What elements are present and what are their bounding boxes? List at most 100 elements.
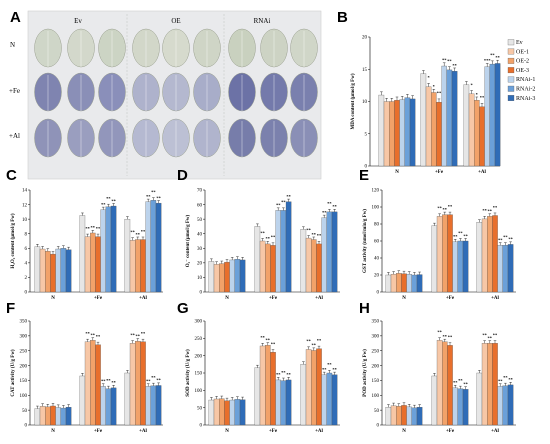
y-tick-label: 150: [372, 379, 380, 384]
y-tick-label: 14: [22, 189, 28, 194]
y-tick-label: 300: [195, 320, 203, 325]
legend-swatch: [507, 67, 515, 74]
legend-swatch: [507, 95, 515, 101]
bar: [431, 225, 438, 293]
legend-entry: RNAi-1: [516, 77, 535, 83]
bar: [110, 205, 117, 293]
legend-entry: RNAi-2: [516, 87, 535, 93]
chart-f: 0 50 100 150 200 250 300 350 CAT activity (U/g F…: [11, 320, 163, 434]
bar: [280, 210, 287, 293]
bar: [275, 379, 281, 426]
y-tick-label: 60: [197, 203, 203, 208]
significance-label: **: [458, 378, 463, 383]
y-axis-label: SOD activity (U/g Fw): [186, 349, 191, 397]
bar: [326, 211, 333, 293]
bar: [275, 210, 281, 293]
significance-label: **: [130, 230, 135, 235]
bar: [55, 248, 61, 293]
bar: [150, 200, 157, 293]
significance-label: **: [437, 330, 442, 335]
y-tick-label: 40: [374, 257, 380, 262]
y-tick-label: 15: [362, 68, 368, 73]
chart-h: 0 50 100 150 200 250 300 350 POD activity (U/g F…: [363, 320, 516, 434]
bar: [60, 407, 67, 426]
significance-label: **: [260, 230, 265, 235]
significance-label: **: [480, 95, 485, 100]
bar: [390, 273, 397, 293]
bar: [254, 226, 261, 293]
x-tick-label: +Al: [315, 296, 323, 301]
significance-label: *: [433, 84, 436, 89]
bar: [507, 384, 514, 426]
bar: [331, 374, 338, 426]
bar: [135, 239, 141, 293]
bar: [155, 202, 162, 293]
bar: [436, 216, 443, 293]
panel-label-b: B: [337, 9, 348, 26]
bar: [326, 372, 333, 426]
bar: [239, 399, 246, 426]
significance-label: **: [91, 333, 96, 338]
bar: [110, 387, 117, 426]
bar: [239, 259, 246, 293]
bar: [150, 385, 157, 426]
significance-label: *: [427, 75, 430, 80]
chart-e: 0 20 40 60 80 100 120 GST activity (nmol/min/g …: [363, 189, 516, 301]
bar: [84, 236, 91, 293]
y-tick-label: 50: [197, 218, 203, 223]
x-tick-label: N: [395, 170, 399, 175]
bar: [409, 98, 416, 167]
significance-label: **: [448, 335, 453, 340]
significance-label: **: [306, 339, 311, 344]
x-tick-label: N: [51, 429, 55, 434]
bar: [305, 237, 312, 293]
bar: [463, 84, 470, 167]
significance-label: **: [463, 233, 468, 238]
bar: [401, 405, 407, 426]
significance-label: **: [156, 195, 161, 200]
bar: [401, 273, 407, 293]
bar: [285, 201, 292, 293]
y-tick-label: 12: [22, 203, 28, 208]
bar: [265, 243, 271, 293]
significance-label: **: [146, 194, 151, 199]
bar: [462, 389, 469, 426]
significance-label: **: [458, 230, 463, 235]
bar: [497, 386, 503, 426]
panel-label-h: H: [359, 300, 370, 317]
significance-label: **: [312, 232, 317, 237]
bar: [442, 214, 448, 293]
significance-label: **: [503, 235, 508, 240]
y-tick-label: 300: [20, 335, 28, 340]
y-tick-label: 10: [362, 100, 368, 105]
significance-label: **: [286, 372, 291, 377]
legend-entry: OE-3: [516, 68, 529, 74]
y-tick-label: 2: [25, 276, 28, 281]
bar: [411, 274, 418, 293]
bar: [79, 375, 86, 426]
y-axis-label: H₂O₂ content (μmol/g Fw): [11, 213, 16, 268]
bar: [502, 385, 509, 426]
y-tick-label: 250: [195, 337, 203, 342]
panel-label-g: G: [177, 300, 189, 317]
significance-label: **: [482, 208, 487, 213]
significance-label: **: [111, 198, 116, 203]
legend-entry: OE-2: [516, 59, 529, 65]
bar: [487, 343, 493, 426]
bar: [442, 341, 448, 426]
legend-swatch: [507, 39, 515, 46]
bar: [321, 374, 327, 426]
significance-label: **: [442, 58, 447, 63]
bar: [39, 248, 46, 293]
bar: [95, 344, 101, 426]
bar: [321, 217, 327, 293]
y-tick-label: 0: [25, 424, 28, 429]
legend-entry: Ev: [516, 40, 523, 46]
significance-label: **: [495, 55, 500, 60]
bar: [389, 101, 395, 167]
significance-label: **: [276, 372, 281, 377]
significance-label: **: [317, 338, 322, 343]
y-tick-label: 50: [197, 406, 203, 411]
x-tick-label: +Fe: [446, 429, 455, 434]
bar: [446, 69, 453, 167]
